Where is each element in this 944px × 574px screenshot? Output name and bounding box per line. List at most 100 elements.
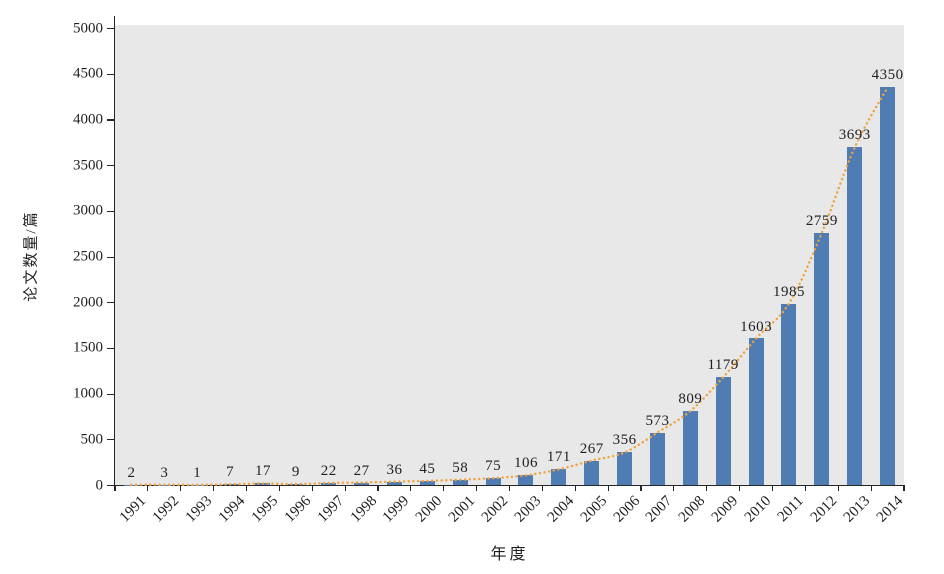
x-axis-title: 年度 — [490, 546, 529, 563]
x-tick-mark — [640, 485, 642, 491]
y-tick-mark — [107, 485, 115, 487]
bar-value-label: 7 — [226, 464, 235, 481]
x-tick-mark — [508, 485, 511, 491]
x-tick-mark — [541, 485, 543, 491]
bar-value-label: 356 — [612, 432, 637, 449]
y-tick-label: 0 — [95, 477, 104, 493]
y-axis-title: 论文数量/篇 — [23, 210, 40, 302]
bar — [584, 460, 600, 485]
bar — [814, 232, 830, 485]
bar-value-label: 22 — [320, 463, 337, 479]
y-tick-label: 2500 — [73, 248, 103, 265]
bar-value-label: 1603 — [740, 318, 773, 335]
bar — [551, 469, 567, 485]
x-tick-label: 2002 — [478, 493, 512, 526]
bar — [880, 87, 896, 485]
y-tick-mark — [107, 393, 115, 395]
y-tick-label: 5000 — [73, 20, 103, 36]
bar-value-label: 17 — [254, 463, 271, 480]
bar-value-label: 75 — [485, 458, 502, 475]
x-tick-label: 2005 — [577, 493, 611, 526]
x-tick-label: 2011 — [775, 493, 808, 526]
y-tick-mark — [107, 119, 115, 121]
x-tick-label: 2008 — [676, 493, 709, 526]
x-tick-label: 2013 — [840, 493, 874, 526]
x-tick-label: 2003 — [511, 493, 545, 526]
x-tick-mark — [245, 485, 248, 491]
bar-value-label: 2 — [127, 464, 136, 481]
bar-value-label: 3 — [160, 464, 169, 481]
x-tick-mark — [147, 485, 149, 491]
x-tick-mark — [180, 485, 182, 491]
y-tick-mark — [107, 73, 115, 75]
bar-value-label: 2759 — [805, 212, 838, 229]
x-tick-mark — [574, 485, 576, 491]
x-tick-label: 1994 — [215, 493, 249, 526]
x-tick-label: 1995 — [248, 493, 282, 526]
x-tick-label: 2009 — [708, 493, 742, 526]
bar — [288, 484, 304, 485]
y-tick-label: 3000 — [73, 202, 103, 219]
bar — [321, 482, 337, 485]
x-tick-mark — [344, 485, 346, 491]
y-tick-mark — [107, 439, 115, 441]
bar — [748, 338, 764, 485]
y-tick-label: 2000 — [73, 294, 103, 311]
x-tick-label: 1992 — [150, 493, 183, 526]
y-tick-label: 1000 — [73, 385, 103, 402]
y-tick-label: 3500 — [73, 157, 103, 174]
bar-value-label: 809 — [678, 391, 703, 408]
x-tick-mark — [278, 485, 280, 491]
bar — [354, 482, 370, 485]
x-tick-label: 1991 — [117, 493, 150, 526]
x-tick-mark — [870, 485, 872, 491]
bar-value-label: 106 — [513, 455, 538, 472]
x-tick-label: 2004 — [544, 493, 578, 526]
y-tick-label: 500 — [80, 431, 104, 448]
bar — [649, 432, 665, 485]
x-tick-mark — [804, 485, 806, 491]
y-tick-mark — [107, 347, 115, 350]
x-tick-mark — [114, 485, 116, 491]
bar-value-label: 3693 — [838, 127, 871, 144]
x-tick-label: 1999 — [380, 493, 413, 526]
x-tick-mark — [410, 485, 412, 491]
bar-value-label: 45 — [419, 460, 436, 477]
y-tick-label: 4500 — [73, 65, 103, 82]
x-tick-label: 2014 — [873, 493, 906, 526]
bar — [485, 478, 501, 485]
x-tick-label: 2007 — [643, 493, 676, 526]
y-tick-mark — [107, 256, 115, 258]
bar — [617, 452, 633, 485]
x-tick-mark — [607, 485, 609, 491]
bar-value-label: 1179 — [707, 357, 739, 374]
x-tick-mark — [706, 485, 708, 491]
x-tick-label: 1998 — [347, 493, 380, 526]
x-tick-mark — [903, 485, 905, 491]
x-tick-mark — [837, 485, 839, 491]
x-tick-label: 1996 — [281, 493, 315, 526]
y-tick-mark — [107, 210, 115, 212]
x-tick-label: 1997 — [314, 493, 348, 526]
y-tick-label: 4000 — [73, 111, 103, 128]
y-tick-mark — [107, 28, 115, 30]
bar — [255, 483, 271, 485]
x-tick-mark — [771, 485, 774, 491]
y-tick-mark — [107, 302, 115, 304]
bar-value-label: 267 — [579, 440, 604, 457]
y-tick-label: 1500 — [73, 339, 103, 356]
x-tick-label: 1993 — [182, 493, 216, 526]
x-tick-mark — [443, 485, 445, 491]
x-tick-label: 2010 — [741, 493, 775, 526]
bar — [419, 480, 435, 485]
bar-value-label: 27 — [353, 462, 370, 479]
x-tick-mark — [476, 485, 478, 491]
x-tick-mark — [213, 485, 215, 491]
x-tick-label: 2000 — [413, 493, 446, 526]
bar — [222, 484, 238, 485]
bar-value-label: 573 — [645, 412, 670, 429]
x-tick-label: 2012 — [807, 493, 841, 526]
bar-value-label: 9 — [291, 464, 300, 481]
bar-value-label: 1985 — [772, 283, 805, 300]
